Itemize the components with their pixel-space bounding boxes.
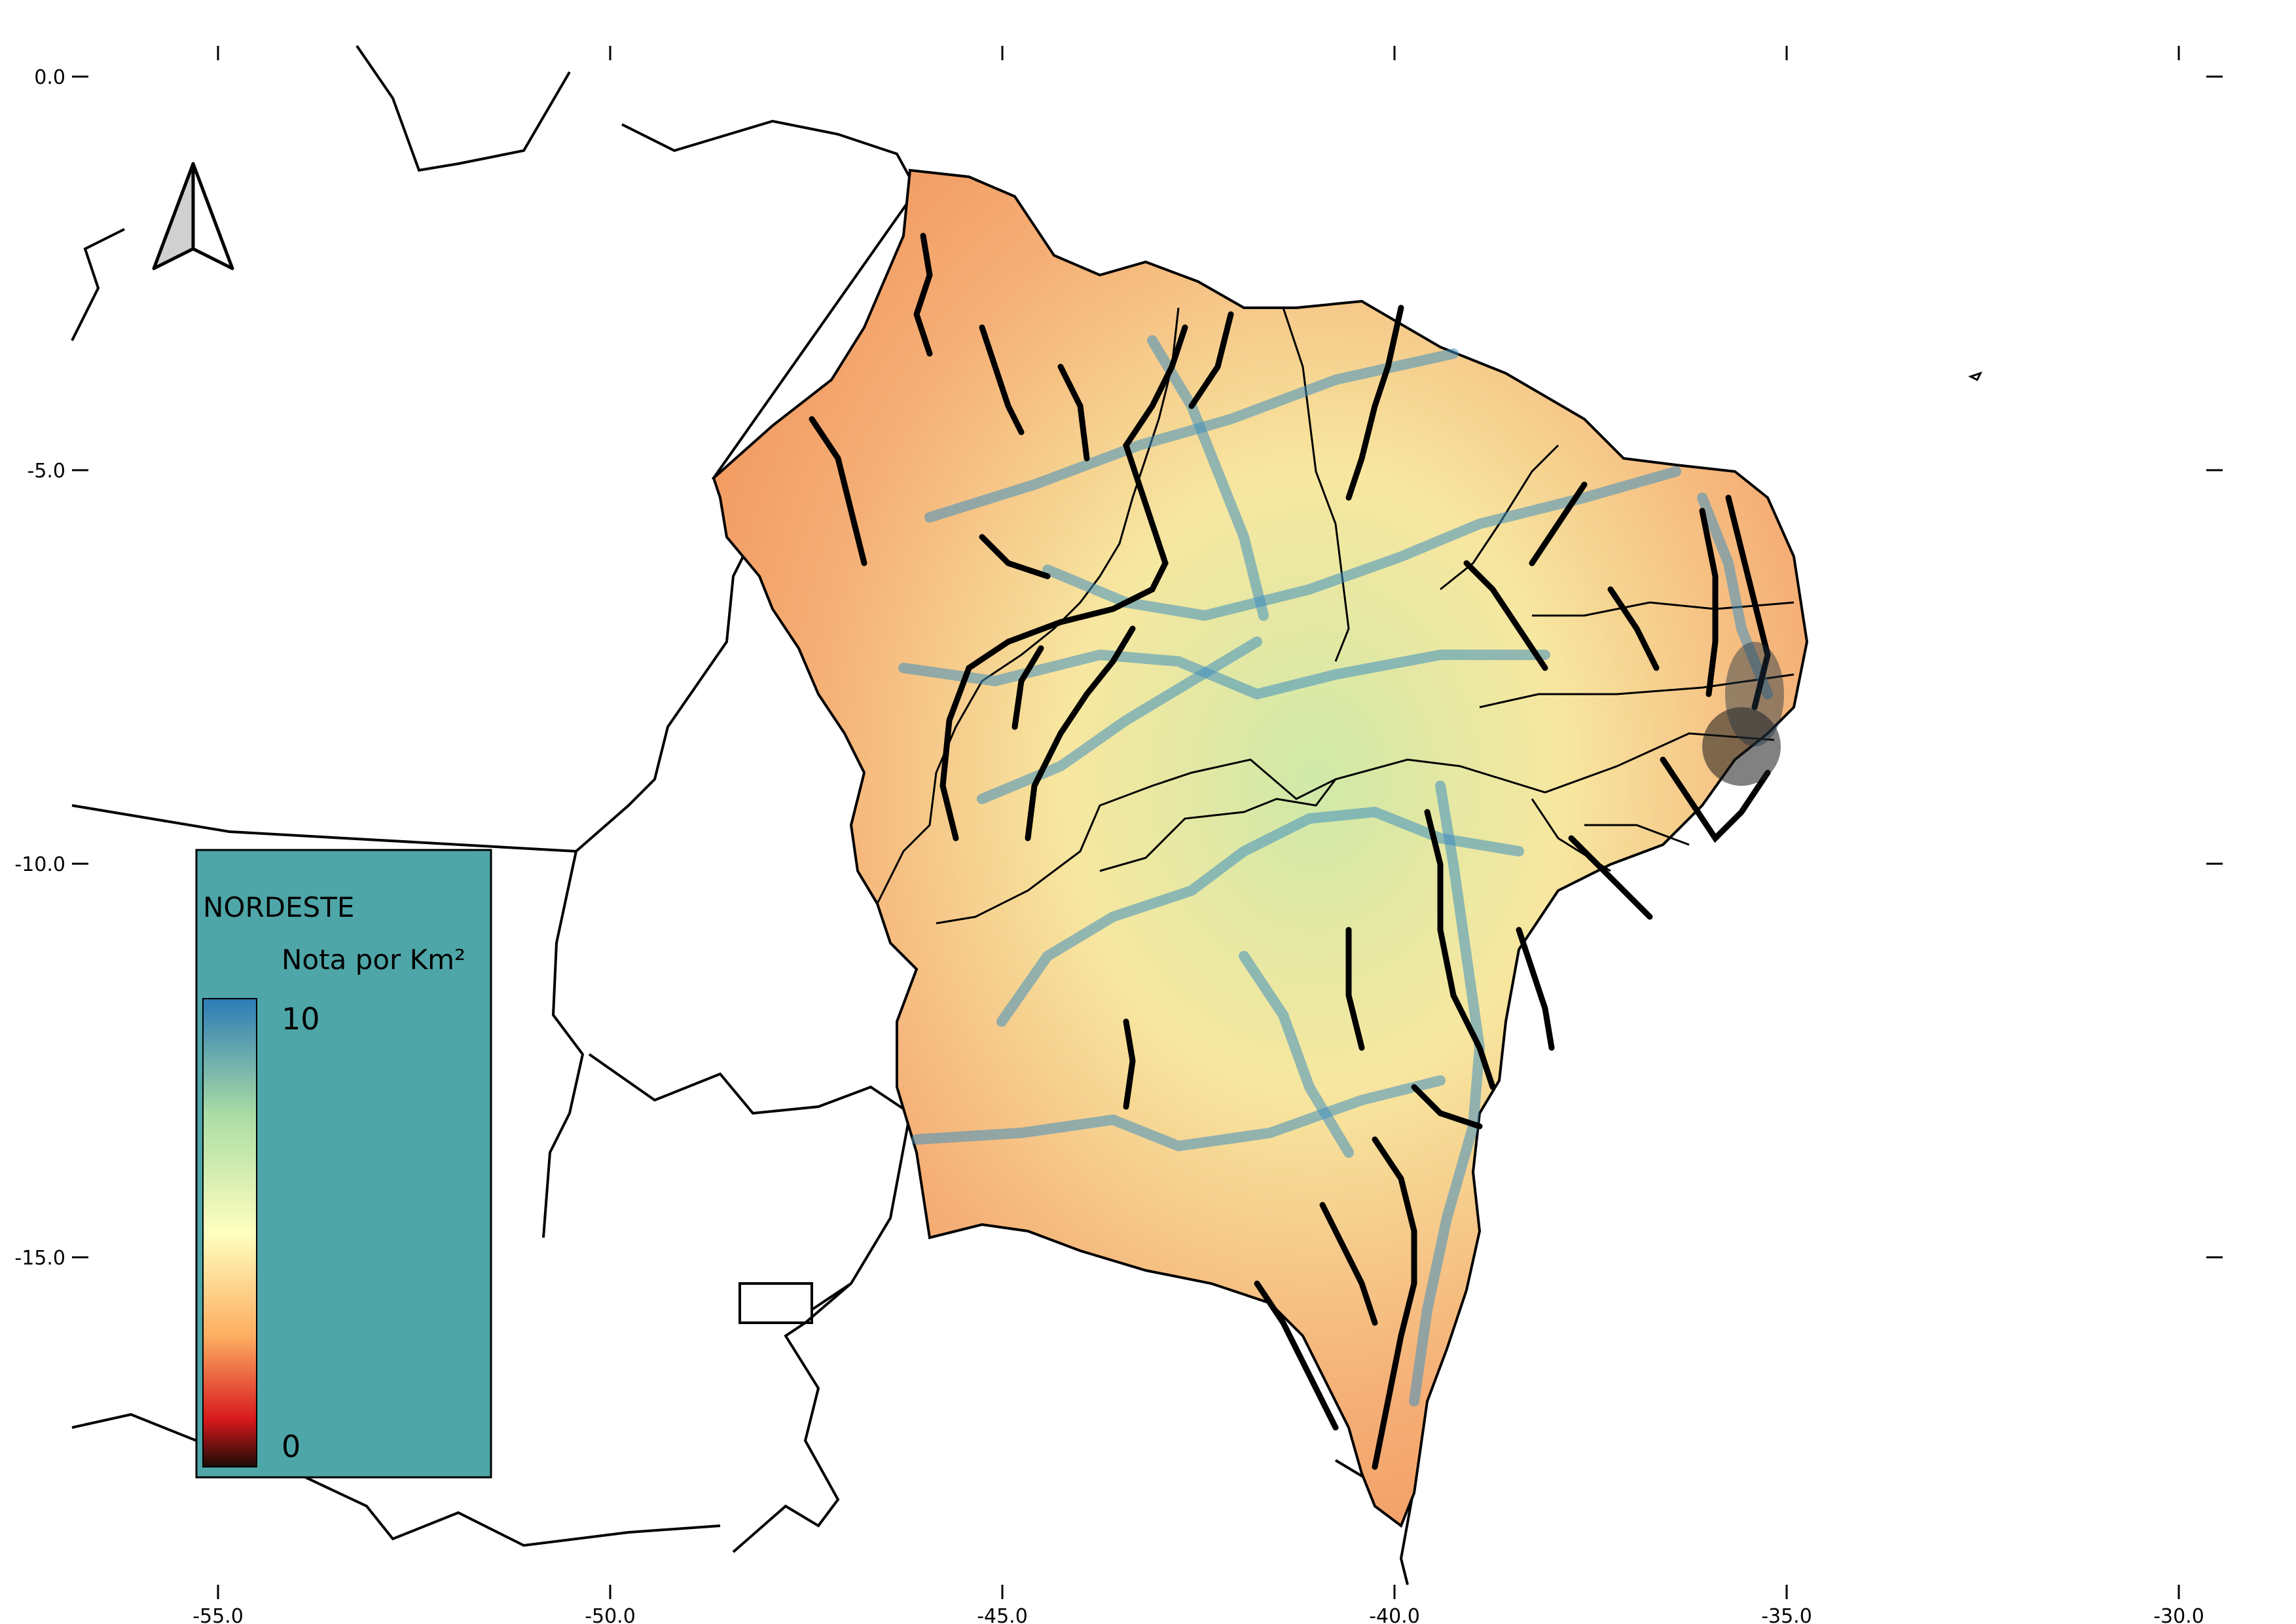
road-segment xyxy=(1319,1202,1378,1326)
road-segment xyxy=(1025,625,1136,841)
road-segment xyxy=(1568,835,1653,920)
legend-panel: NORDESTE Nota por Km² 10 0 xyxy=(195,849,492,1479)
legend-max-label: 10 xyxy=(282,1001,320,1037)
road-segment xyxy=(1188,311,1234,409)
legend-min-label: 0 xyxy=(282,1429,301,1464)
road-segment xyxy=(809,416,867,566)
road-segment xyxy=(1516,927,1555,1051)
road-segment xyxy=(1411,1084,1483,1130)
y-axis-ticks: 0.0 -5.0 -10.0 -15.0 xyxy=(14,66,2223,1270)
road-segment xyxy=(1057,363,1090,462)
east-coast-hotspot xyxy=(1702,642,1784,786)
road-segment xyxy=(1725,494,1771,710)
road-segment xyxy=(1123,1018,1136,1110)
road-segment xyxy=(1463,560,1548,671)
legend-title: NORDESTE xyxy=(203,891,354,923)
ms-outline xyxy=(71,1412,721,1547)
x-tick-label: -50.0 xyxy=(585,1605,636,1624)
x-axis-ticks: -55.0 -50.0 -45.0 -40.0 -35.0 -30.0 xyxy=(192,46,2204,1624)
amapa-outline xyxy=(355,45,571,172)
x-tick-label: -30.0 xyxy=(2153,1605,2204,1624)
road-segment xyxy=(939,324,1188,841)
high-score-corridors xyxy=(898,335,1773,1407)
mt-outline xyxy=(71,804,577,853)
df-outline xyxy=(738,1282,813,1324)
island-outline xyxy=(1968,371,1982,382)
pb-pe-border xyxy=(1479,673,1795,709)
legend-color-ramp xyxy=(202,998,257,1467)
y-tick-label: -15.0 xyxy=(14,1247,65,1270)
nordeste-region xyxy=(712,168,1809,1528)
y-tick-label: -10.0 xyxy=(14,853,65,876)
road-segment xyxy=(1345,927,1365,1051)
road-segment xyxy=(1372,1136,1417,1470)
road-segment xyxy=(1529,481,1588,566)
para-outline xyxy=(542,119,919,1238)
y-tick-label: -5.0 xyxy=(27,460,65,483)
al-se-border xyxy=(1584,824,1690,846)
road-segment xyxy=(1660,756,1771,843)
road-segment xyxy=(1254,1280,1339,1431)
road-segment xyxy=(1699,507,1719,697)
x-tick-label: -45.0 xyxy=(977,1605,1028,1624)
road-segment xyxy=(1607,586,1660,671)
road-segment xyxy=(1424,809,1496,1090)
x-tick-label: -35.0 xyxy=(1761,1605,1812,1624)
road-segment xyxy=(979,534,1051,580)
go-mg-outline xyxy=(732,1282,852,1553)
x-tick-label: -40.0 xyxy=(1369,1605,1420,1624)
road-network xyxy=(809,232,1771,1470)
legend-subtitle: Nota por Km² xyxy=(282,944,465,976)
road-segment xyxy=(913,232,933,357)
rr-outline xyxy=(71,228,125,341)
road-segment xyxy=(1011,645,1044,730)
x-tick-label: -55.0 xyxy=(192,1605,244,1624)
pi-ce-border xyxy=(1282,307,1350,662)
ba-pi-border xyxy=(1099,779,1337,872)
y-tick-label: 0.0 xyxy=(34,66,65,89)
pe-al-border xyxy=(936,732,1775,925)
to-go-outline xyxy=(588,1053,912,1311)
road-segment xyxy=(979,324,1025,435)
road-segment xyxy=(1345,304,1404,501)
neighbor-boundaries xyxy=(71,45,1416,1585)
north-arrow-icon xyxy=(152,162,234,270)
